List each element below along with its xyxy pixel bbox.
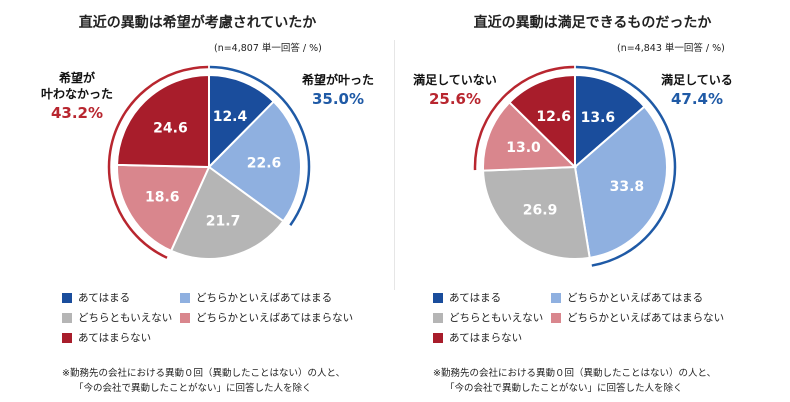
positive-arc: [209, 65, 311, 226]
negative-label-line2: 叶わなかった: [40, 87, 113, 101]
slice-value-label: 33.8: [610, 179, 645, 195]
legend-swatch: [180, 312, 190, 323]
footnote-line1: ※勤務先の会社における異動０回（異動したことはない）の人と、: [62, 368, 346, 379]
pie-slice: [573, 105, 668, 259]
footnote-line2: 「今の会社で異動したことがない」に回答した人を除く: [445, 383, 683, 394]
footnote: ※勤務先の会社における異動０回（異動したことはない）の人と、 「今の会社で異動し…: [62, 366, 345, 396]
negative-percent: 43.2%: [50, 104, 104, 122]
pie-slice: [116, 73, 210, 169]
negative-callout: 満足していない 25.6%: [400, 72, 510, 110]
legend-item-atehamaru: あてはまる: [433, 290, 501, 305]
legend-swatch: [433, 312, 443, 323]
legend-item-atehamaranai: あてはまらない: [433, 330, 522, 345]
negative-label-line1: 希望が: [58, 71, 95, 85]
legend-item-atehamaranai: あてはまらない: [62, 330, 151, 345]
panel-divider: [394, 40, 395, 290]
legend-item-dochiratomo: どちらともいえない: [62, 310, 172, 325]
legend-item-dochiraka-atehamaru: どちらかといえばあてはまる: [180, 290, 332, 305]
sample-note: (n=4,843 単一回答 / %): [617, 43, 725, 54]
legend-swatch: [62, 292, 72, 303]
legend-swatch: [62, 332, 72, 343]
positive-callout: 満足している 47.4%: [645, 72, 749, 110]
footnote-line2: 「今の会社で異動したことがない」に回答した人を除く: [74, 383, 312, 394]
legend-label: あてはまらない: [449, 332, 523, 344]
legend-label: どちらかといえばあてはまる: [196, 292, 333, 304]
slice-value-label: 21.7: [206, 213, 241, 229]
pie-slice: [574, 73, 646, 170]
legend-label: あてはまる: [449, 292, 502, 304]
positive-label: 満足している: [661, 73, 733, 87]
negative-percent: 25.6%: [428, 90, 482, 108]
footnote: ※勤務先の会社における異動０回（異動したことはない）の人と、 「今の会社で異動し…: [433, 366, 716, 396]
legend-label: どちらかといえばあてはまらない: [196, 312, 354, 324]
legend-label: あてはまらない: [78, 332, 152, 344]
negative-arc: [473, 65, 575, 171]
legend-label: あてはまる: [78, 292, 131, 304]
footnote-line1: ※勤務先の会社における異動０回（異動したことはない）の人と、: [433, 368, 717, 379]
pie-slice: [116, 163, 211, 253]
chart-panel-right: 直近の異動は満足できるものだったか (n=4,843 単一回答 / %) 13.…: [395, 0, 790, 402]
slice-value-label: 12.4: [213, 109, 248, 125]
slice-value-label: 24.6: [153, 121, 188, 137]
chart-panel-left: 直近の異動は希望が考慮されていたか (n=4,807 単一回答 / %) 12.…: [22, 15, 390, 396]
pie-slice: [508, 73, 576, 170]
legend-label: どちらともいえない: [449, 312, 544, 324]
chart-title: 直近の異動は希望が考慮されていたか: [78, 15, 317, 31]
pie-slice: [207, 100, 302, 223]
slice-value-label: 13.6: [581, 110, 616, 126]
legend-swatch: [433, 292, 443, 303]
legend-swatch: [62, 312, 72, 323]
legend-swatch: [180, 292, 190, 303]
negative-label-line1: 満足していない: [413, 73, 497, 87]
slice-value-label: 18.6: [145, 189, 180, 205]
pie-chart: 12.4 22.6 21.7 18.6 24.6: [107, 65, 311, 260]
sample-note: (n=4,807 単一回答 / %): [214, 43, 322, 54]
legend-label: どちらかといえばあてはまる: [567, 292, 704, 304]
positive-arc: [575, 65, 677, 267]
negative-callout: 希望が 叶わなかった 43.2%: [22, 70, 132, 124]
slice-value-label: 13.0: [506, 140, 541, 156]
legend-item-dochiraka-atehamaranai: どちらかといえばあてはまらない: [551, 310, 724, 325]
legend-item-dochiratomo: どちらともいえない: [433, 310, 543, 325]
pie-chart: 13.6 33.8 26.9 13.0 12.6: [473, 65, 677, 267]
pie-slice: [482, 100, 578, 172]
legend-label: どちらかといえばあてはまらない: [567, 312, 725, 324]
positive-label: 希望が叶った: [301, 73, 374, 87]
legend-swatch: [551, 312, 561, 323]
legend-swatch: [551, 292, 561, 303]
negative-arc: [107, 65, 209, 259]
chart-title: 直近の異動は満足できるものだったか: [473, 15, 712, 31]
pie-slice: [482, 165, 591, 260]
legend-item-dochiraka-atehamaranai: どちらかといえばあてはまらない: [180, 310, 353, 325]
slice-value-label: 22.6: [247, 156, 282, 172]
positive-percent: 35.0%: [311, 90, 365, 108]
positive-callout: 希望が叶った 35.0%: [286, 72, 390, 110]
legend-item-atehamaru: あてはまる: [62, 290, 130, 305]
legend-swatch: [433, 332, 443, 343]
slice-value-label: 26.9: [523, 203, 558, 219]
pie-slice: [208, 73, 276, 170]
positive-percent: 47.4%: [670, 90, 724, 108]
slice-value-label: 12.6: [536, 109, 571, 125]
legend-label: どちらともいえない: [78, 312, 173, 324]
legend-item-dochiraka-atehamaru: どちらかといえばあてはまる: [551, 290, 703, 305]
